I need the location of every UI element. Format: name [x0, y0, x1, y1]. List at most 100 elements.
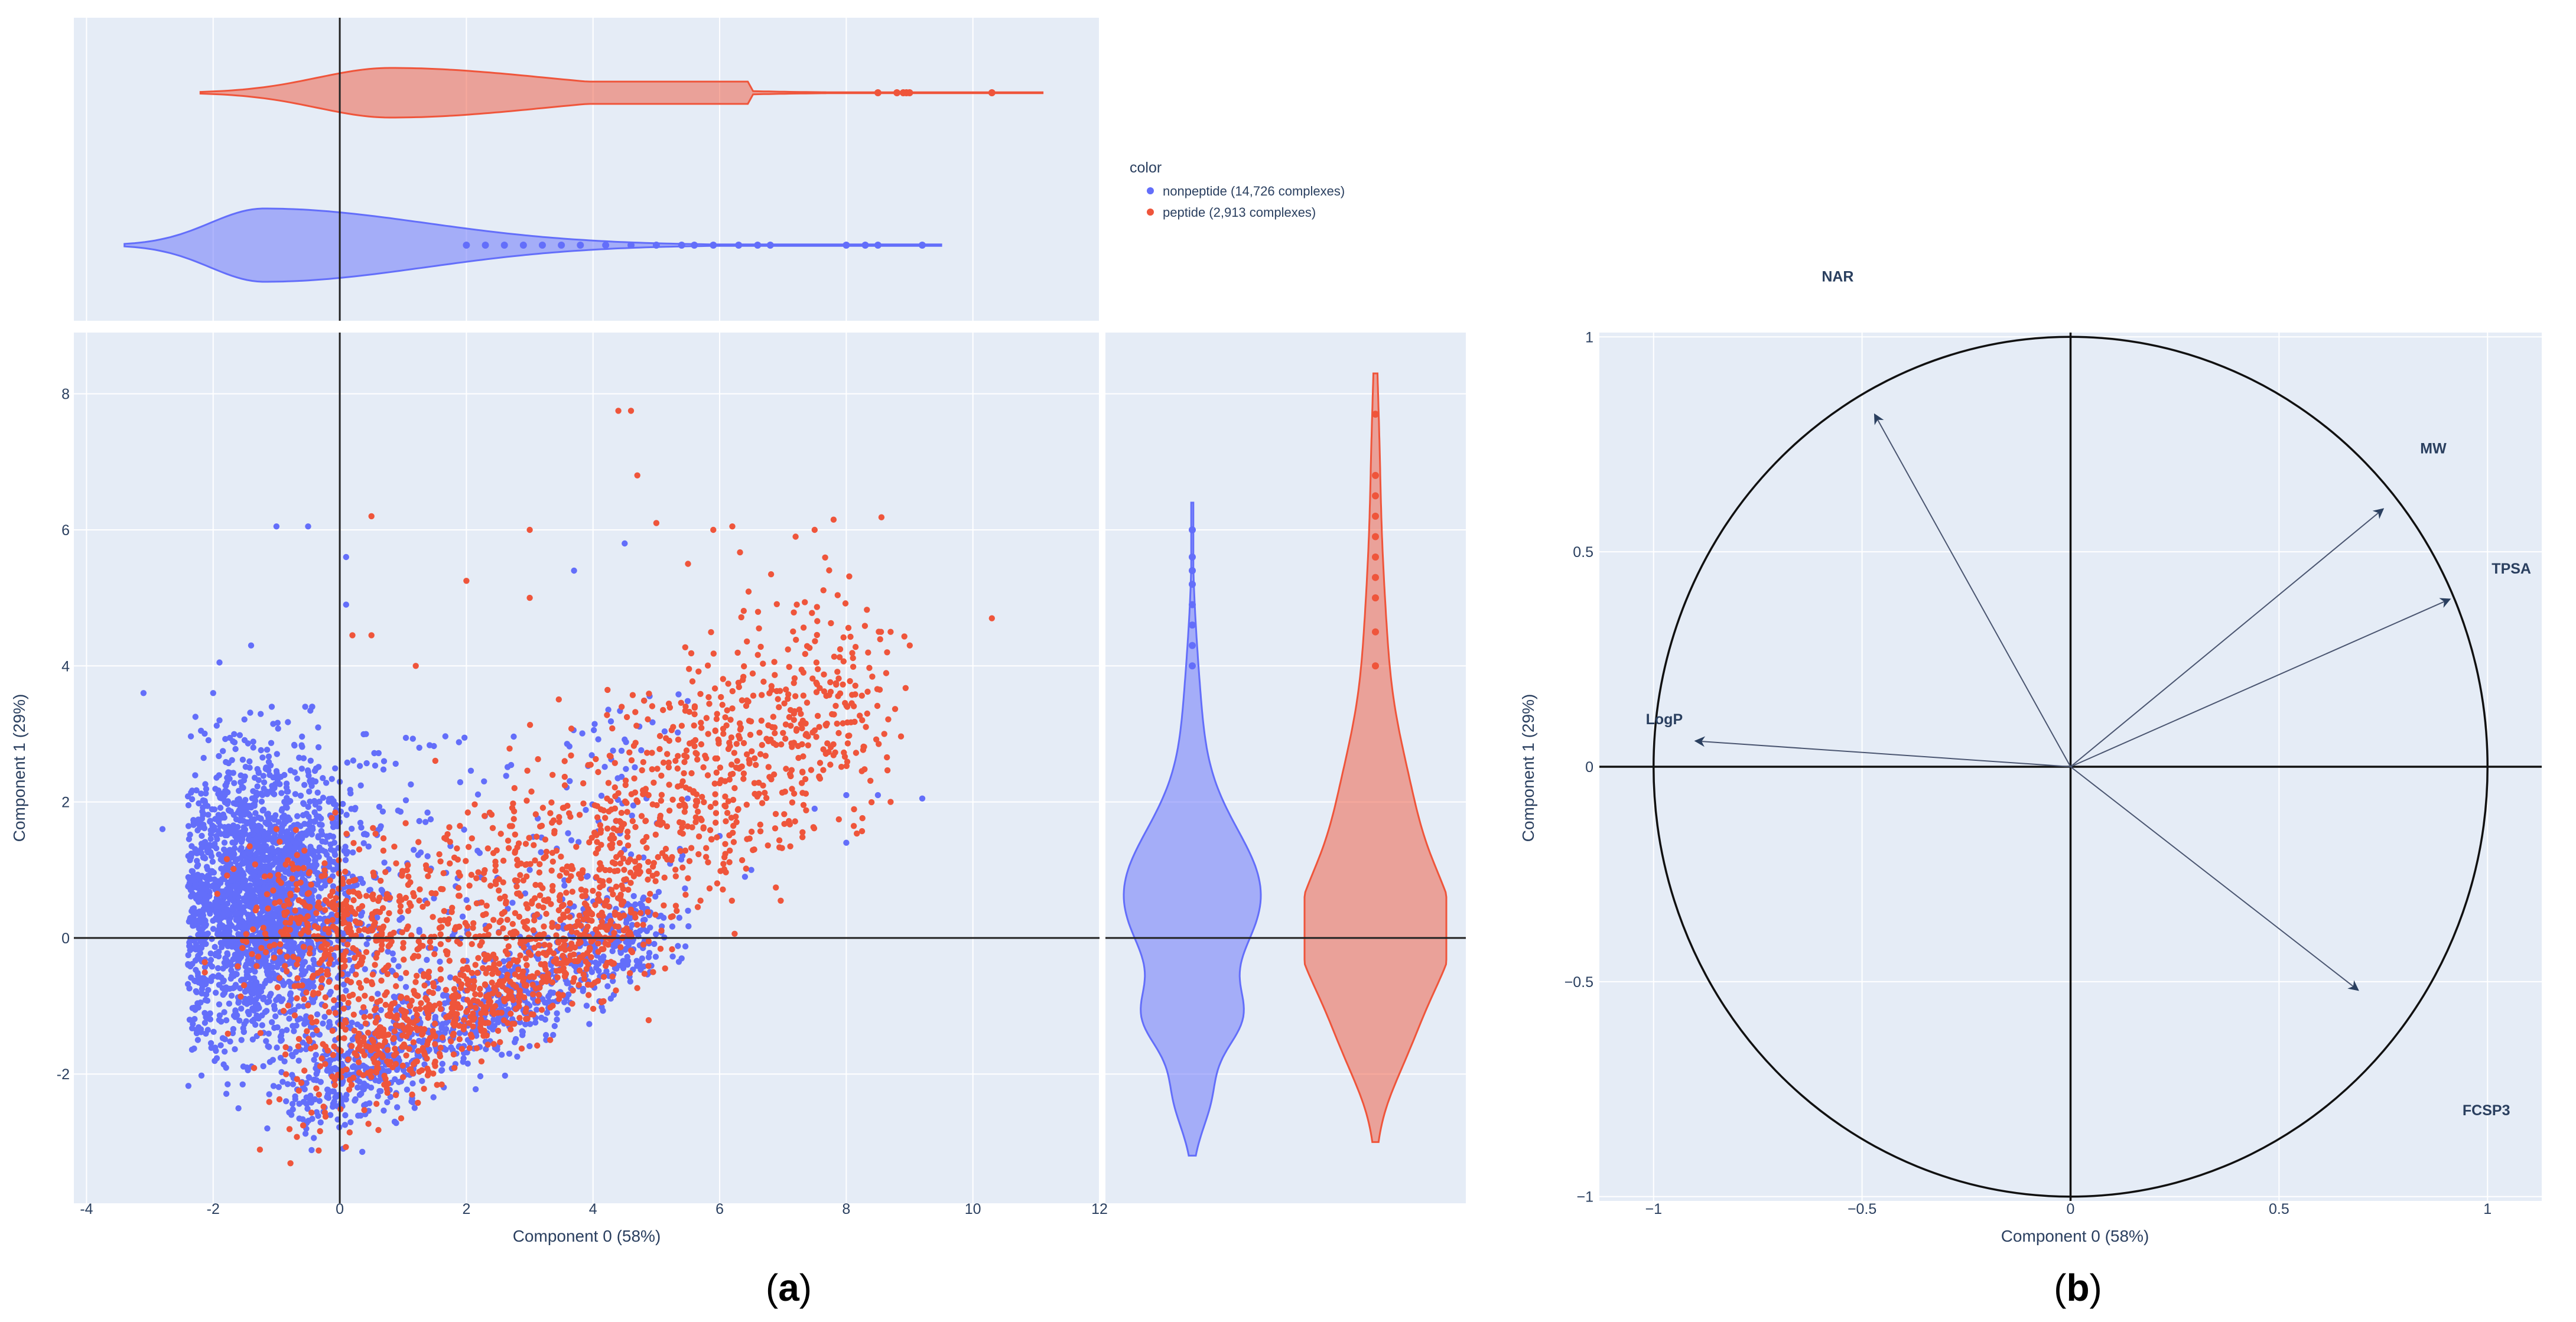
nonpeptide-point: [380, 758, 388, 764]
nonpeptide-point: [591, 721, 598, 727]
peptide-point: [799, 769, 806, 775]
peptide-point: [697, 897, 704, 904]
peptide-point: [443, 836, 450, 842]
peptide-point: [723, 722, 730, 729]
peptide-point: [557, 917, 564, 923]
nonpeptide-point: [251, 803, 258, 809]
peptide-point: [608, 887, 615, 893]
peptide-point: [354, 963, 360, 970]
nonpeptide-point: [442, 733, 448, 740]
peptide-point: [568, 940, 575, 947]
peptide-point: [640, 922, 646, 928]
peptide-point: [645, 963, 652, 969]
peptide-point: [317, 1128, 323, 1135]
peptide-point: [822, 721, 829, 728]
nonpeptide-point: [448, 1044, 454, 1051]
nonpeptide-point: [359, 1084, 365, 1091]
nonpeptide-point: [220, 892, 226, 899]
nonpeptide-point: [193, 966, 199, 973]
nonpeptide-point: [748, 867, 754, 873]
peptide-point: [713, 810, 720, 816]
nonpeptide-point: [205, 986, 212, 994]
peptide-point: [582, 893, 589, 899]
nonpeptide-point: [245, 974, 252, 981]
nonpeptide-point: [522, 1021, 529, 1028]
peptide-point: [308, 1014, 314, 1021]
peptide-point: [425, 873, 431, 880]
nonpeptide-point: [246, 1011, 252, 1018]
peptide-point: [615, 923, 622, 930]
peptide-point: [682, 644, 689, 651]
peptide-point: [640, 759, 647, 766]
peptide-point: [524, 905, 531, 911]
peptide-point: [628, 791, 635, 797]
peptide-point: [580, 971, 587, 978]
nonpeptide-point: [201, 964, 209, 971]
peptide-point: [637, 910, 644, 916]
peptide-point: [355, 996, 362, 1002]
nonpeptide-point: [249, 823, 255, 830]
peptide-point: [852, 644, 859, 650]
peptide-point: [740, 740, 747, 747]
nonpeptide-point: [268, 740, 275, 747]
peptide-point: [766, 774, 773, 780]
peptide-point: [783, 766, 789, 772]
peptide-point: [397, 908, 404, 915]
nonpeptide-point: [281, 1058, 288, 1065]
nonpeptide-point: [260, 1063, 266, 1070]
nonpeptide-point: [331, 1098, 337, 1105]
nonpeptide-top-violin-outlier: [918, 242, 926, 249]
nonpeptide-point: [259, 1012, 265, 1019]
peptide-point: [809, 675, 816, 682]
nonpeptide-point: [843, 792, 850, 799]
peptide-point: [576, 812, 583, 818]
peptide-point: [616, 839, 623, 846]
peptide-point: [612, 784, 619, 791]
peptide-point: [645, 716, 651, 722]
peptide-point: [632, 740, 639, 746]
peptide-point: [595, 845, 601, 852]
nonpeptide-point: [189, 868, 196, 875]
nonpeptide-point: [241, 999, 248, 1006]
peptide-point: [744, 697, 750, 704]
peptide-point: [793, 636, 799, 643]
nonpeptide-point: [349, 1020, 355, 1026]
peptide-point: [496, 960, 503, 967]
peptide-point: [795, 754, 802, 761]
nonpeptide-point: [874, 792, 882, 799]
peptide-point: [778, 741, 785, 748]
nonpeptide-point: [311, 1096, 318, 1103]
peptide-point: [455, 884, 462, 891]
nonpeptide-point: [228, 962, 235, 969]
nonpeptide-point: [189, 1005, 196, 1011]
peptide-point: [473, 900, 480, 907]
peptide-point: [817, 760, 824, 766]
peptide-point: [291, 1012, 298, 1019]
peptide-point: [692, 797, 700, 804]
nonpeptide-point: [301, 1086, 308, 1093]
peptide-point: [320, 1103, 327, 1110]
peptide-point: [469, 941, 475, 947]
nonpeptide-point: [347, 1119, 354, 1126]
peptide-point: [602, 867, 609, 874]
nonpeptide-point: [251, 975, 258, 982]
peptide-point: [873, 736, 880, 743]
nonpeptide-point: [231, 780, 238, 786]
peptide-point: [847, 678, 853, 685]
nonpeptide-point: [218, 865, 225, 872]
peptide-point: [738, 614, 744, 621]
peptide-point: [350, 1011, 357, 1018]
peptide-point: [728, 897, 736, 904]
peptide-point: [393, 983, 399, 989]
peptide-point: [457, 872, 463, 879]
nonpeptide-top-violin-outlier: [538, 242, 546, 249]
nonpeptide-point: [229, 852, 236, 859]
nonpeptide-point: [325, 1091, 331, 1098]
nonpeptide-point: [216, 1001, 223, 1008]
peptide-point: [645, 792, 652, 799]
peptide-point: [740, 608, 747, 614]
peptide-point: [295, 1087, 303, 1094]
nonpeptide-point: [646, 950, 653, 956]
nonpeptide-point: [236, 1017, 243, 1024]
